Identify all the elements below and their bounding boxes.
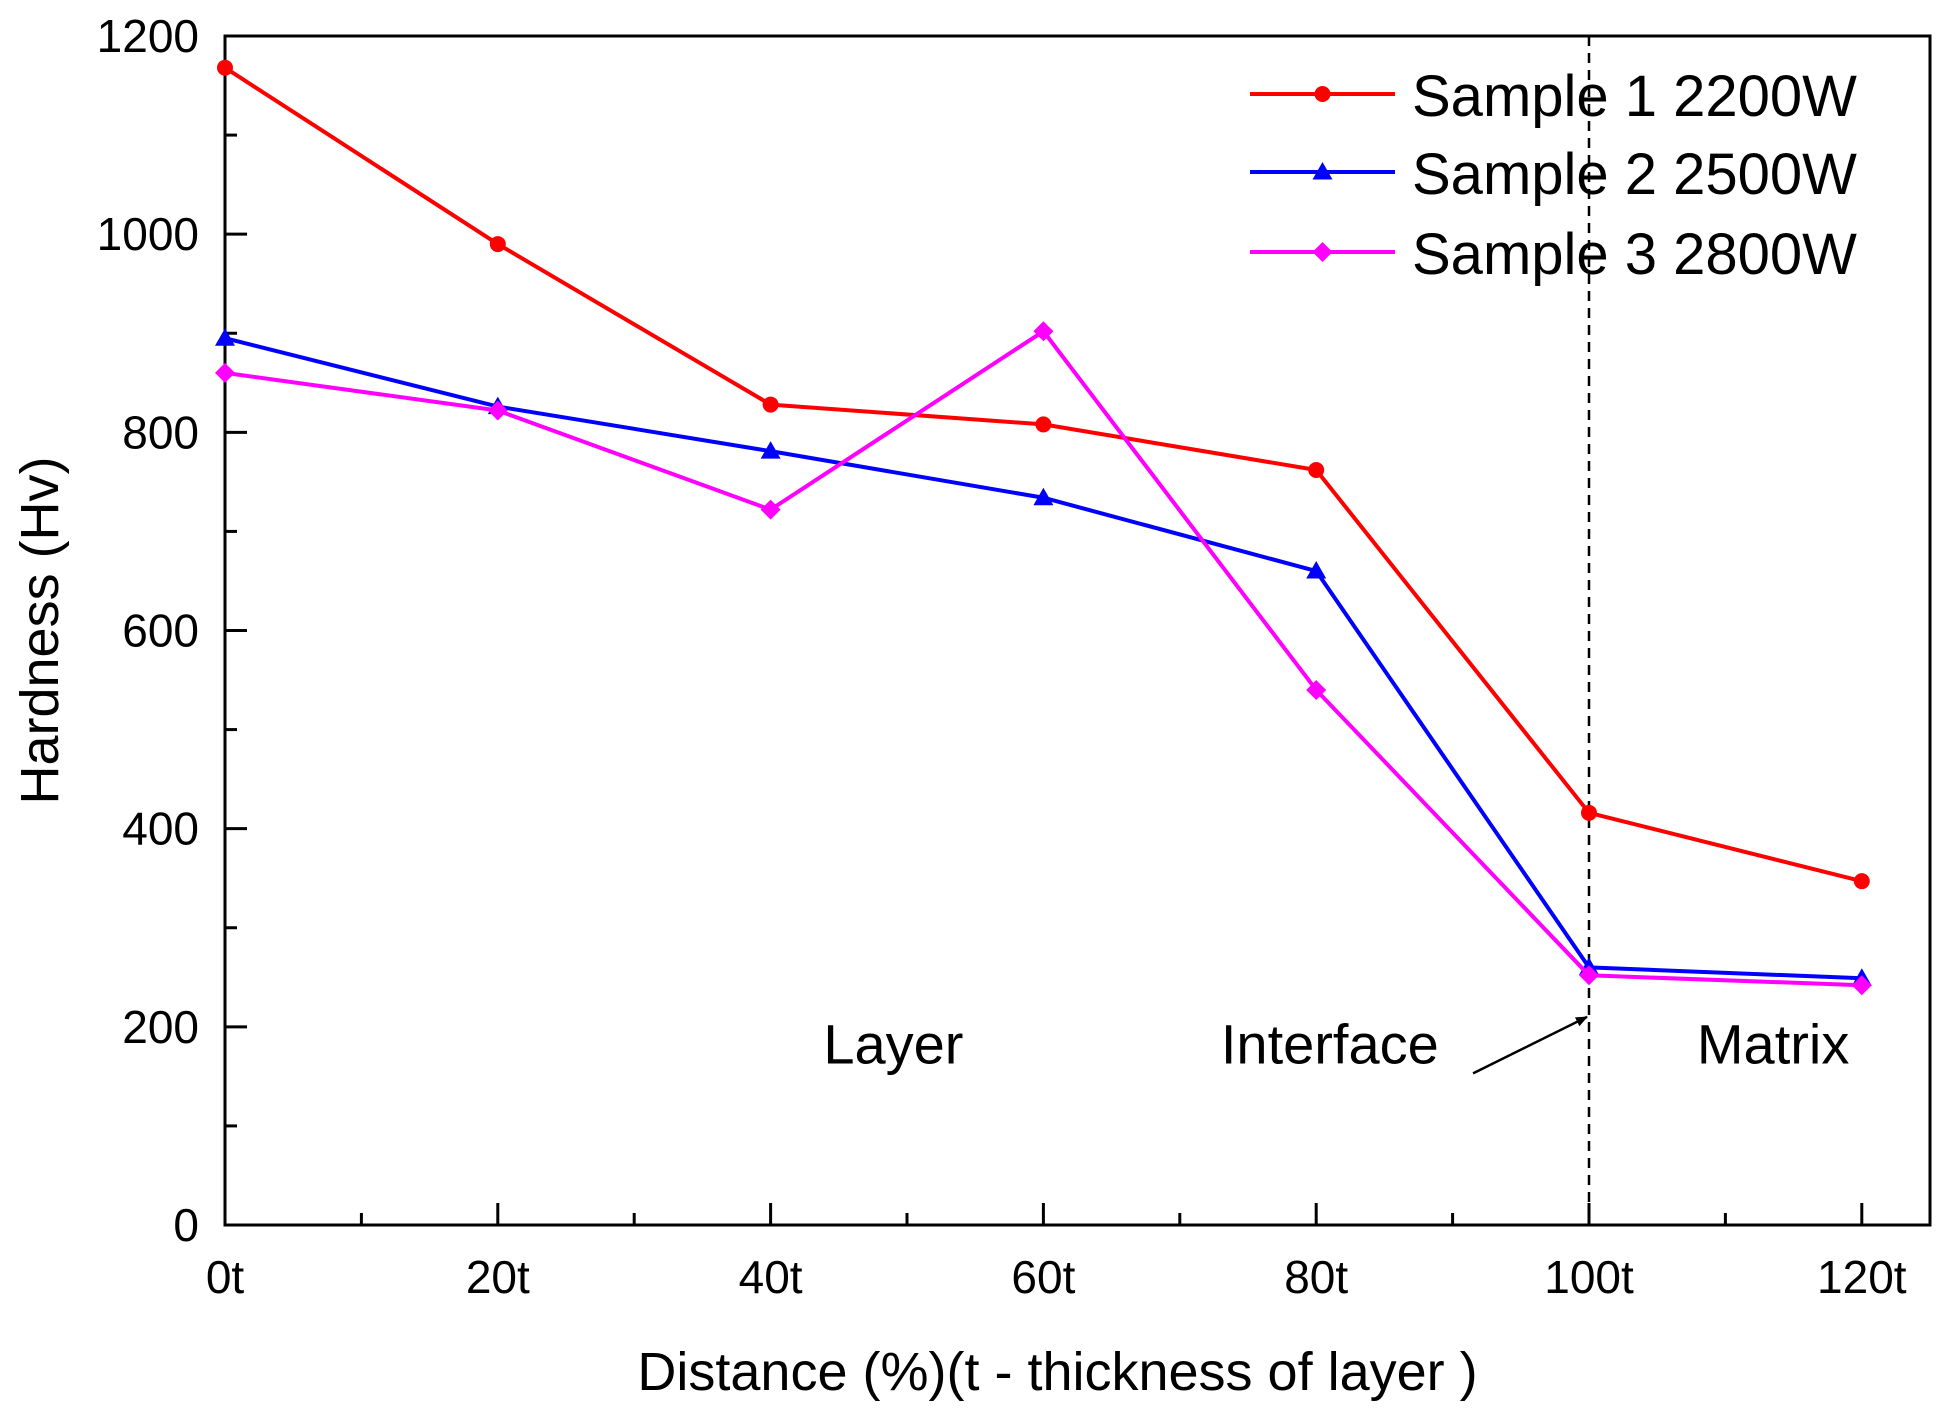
y-tick-label: 600 bbox=[122, 605, 199, 657]
y-tick-label: 200 bbox=[122, 1001, 199, 1053]
annotation-interface: Interface bbox=[1221, 1012, 1439, 1075]
legend-marker-2 bbox=[1312, 162, 1333, 180]
y-tick-label: 1200 bbox=[97, 10, 199, 62]
data-point-s1 bbox=[1853, 873, 1870, 890]
data-point-s1 bbox=[762, 396, 779, 413]
data-point-s3 bbox=[1851, 975, 1872, 996]
data-point-s2 bbox=[1306, 561, 1327, 579]
y-tick-label: 800 bbox=[122, 406, 199, 458]
annotation-matrix: Matrix bbox=[1697, 1012, 1849, 1075]
data-point-s3 bbox=[1033, 321, 1054, 342]
y-tick-label: 400 bbox=[122, 803, 199, 855]
plot-layer: 0t 20t 40t 60t 80t 100t 120t 0 200 400 600 800 1000 1… bbox=[10, 10, 1932, 1402]
y-tick-label: 0 bbox=[173, 1199, 199, 1251]
data-point-s2 bbox=[215, 328, 235, 346]
data-point-s1 bbox=[1308, 461, 1325, 478]
legend-marker-1 bbox=[1314, 86, 1331, 102]
legend-label-2: Sample 2 2500W bbox=[1412, 142, 1857, 207]
data-point-s3 bbox=[487, 400, 508, 421]
data-point-s1 bbox=[1035, 416, 1052, 433]
y-tick-label: 1000 bbox=[97, 208, 199, 260]
data-point-s3 bbox=[1579, 965, 1599, 986]
plot-frame bbox=[223, 34, 1932, 1227]
annotation-layer: Layer bbox=[823, 1012, 963, 1075]
data-point-s3 bbox=[215, 362, 235, 383]
x-tick-label: 20t bbox=[466, 1251, 530, 1303]
x-tick-label: 0t bbox=[206, 1251, 245, 1303]
x-axis-label: Distance (%)(t - thickness of layer ) bbox=[637, 1342, 1477, 1402]
x-tick-label: 120t bbox=[1817, 1251, 1907, 1303]
legend-marker-3 bbox=[1312, 242, 1333, 262]
data-point-s2 bbox=[760, 441, 781, 459]
data-point-s1 bbox=[1581, 804, 1597, 821]
data-point-s3 bbox=[1306, 679, 1327, 700]
x-tick-label: 60t bbox=[1011, 1251, 1075, 1303]
x-tick-label: 80t bbox=[1284, 1251, 1348, 1303]
legend-label-3: Sample 3 2800W bbox=[1412, 222, 1857, 287]
x-tick-label: 40t bbox=[739, 1251, 803, 1303]
y-axis-label: Hardness (Hv) bbox=[10, 456, 70, 804]
series-line-2 bbox=[224, 336, 1862, 981]
data-point-s2 bbox=[1033, 487, 1054, 506]
x-tick-label: 100t bbox=[1544, 1251, 1634, 1303]
legend-label-1: Sample 1 2200W bbox=[1412, 64, 1857, 129]
data-point-s1 bbox=[489, 236, 506, 253]
interface-arrow bbox=[1472, 1015, 1588, 1075]
data-point-s3 bbox=[760, 499, 781, 520]
data-point-s1 bbox=[217, 59, 233, 76]
